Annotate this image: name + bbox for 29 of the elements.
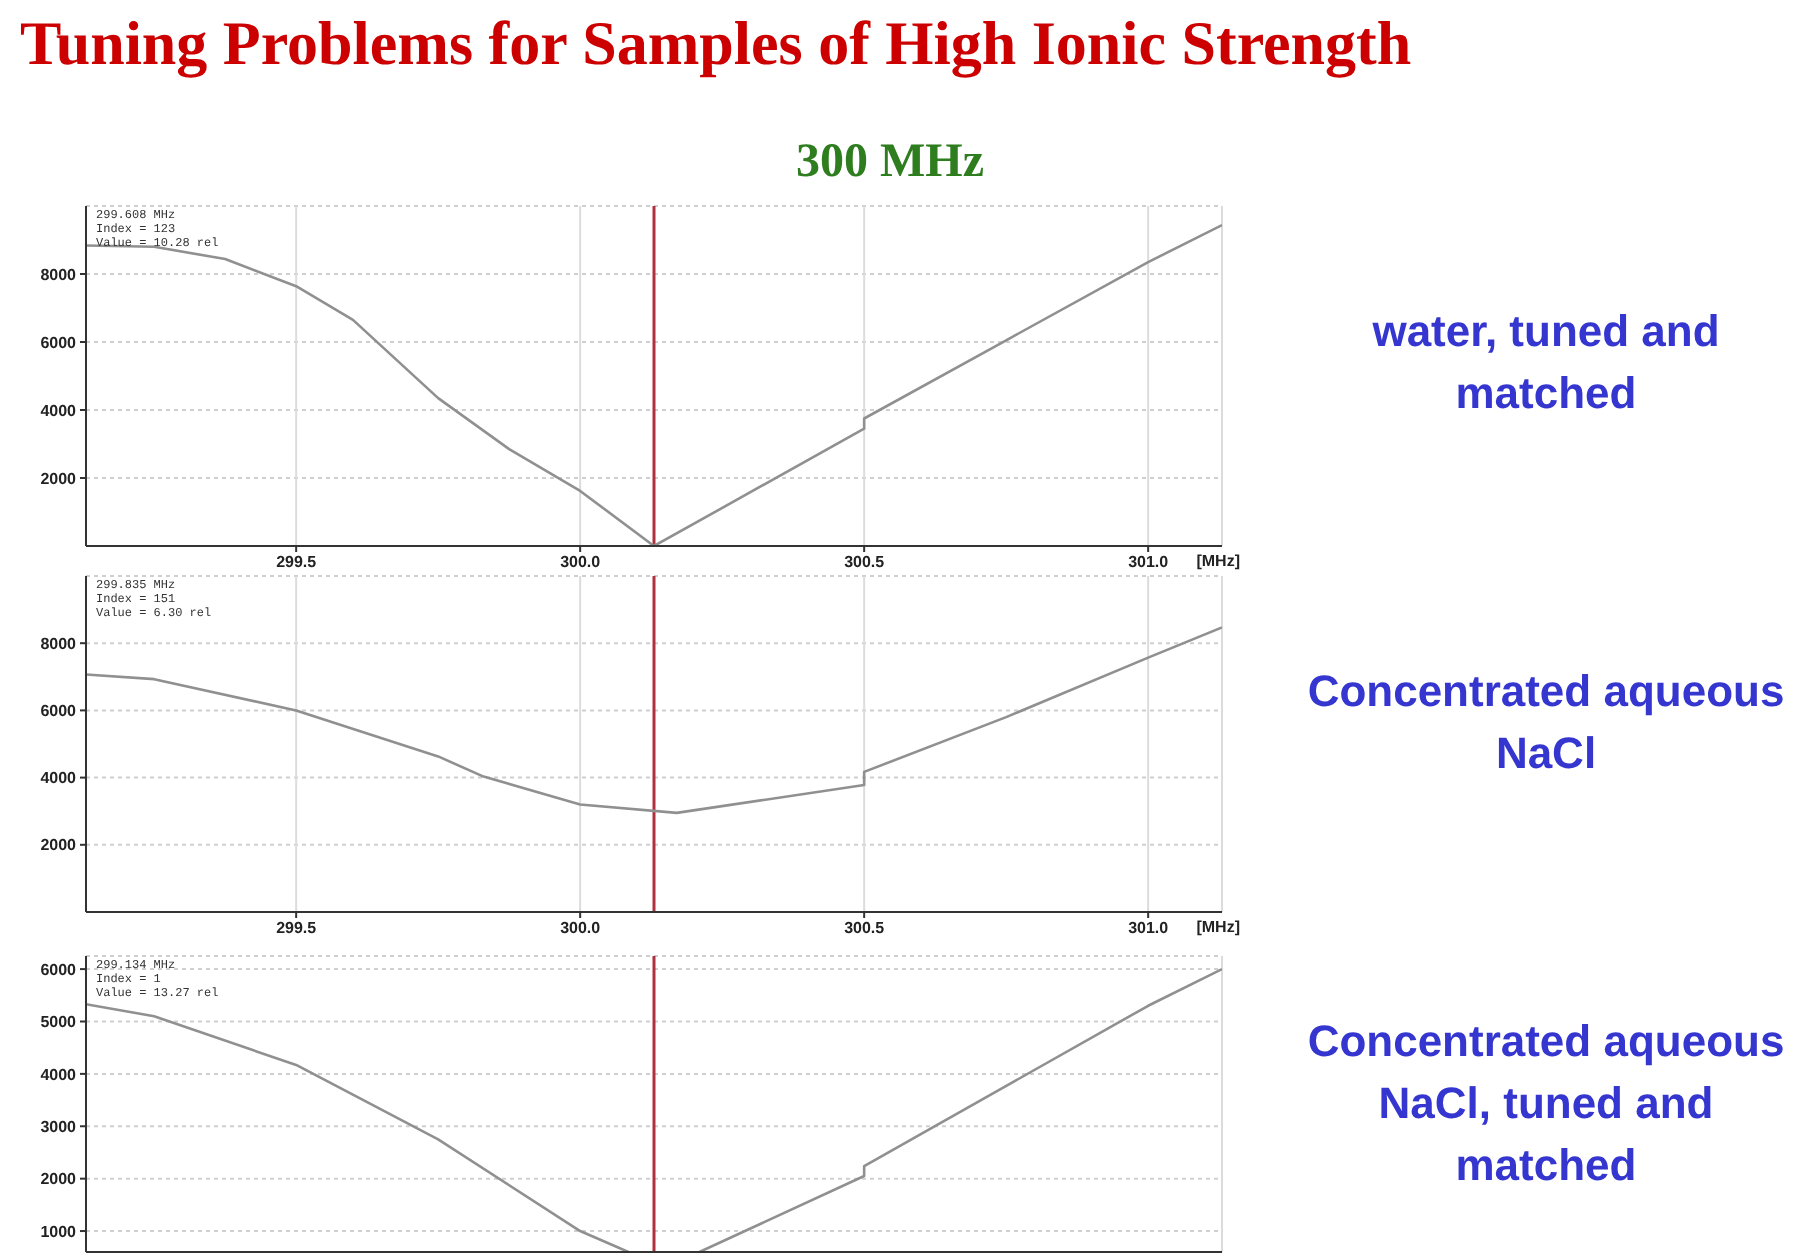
chart-subtitle: 300 MHz xyxy=(794,136,986,190)
x-tick-label: 301.0 xyxy=(1128,553,1170,572)
text: water, tuned and matched xyxy=(1370,304,1722,422)
y-tick-label: 1000 xyxy=(40,1222,78,1241)
text: Concentrated aqueous NaCl, tuned and matched xyxy=(1305,1014,1787,1194)
x-tick-label: 301.0 xyxy=(1128,919,1170,938)
x-tick-label: 300.0 xyxy=(560,919,602,938)
y-tick-label: 6000 xyxy=(40,333,78,352)
x-tick-label: 300.0 xyxy=(560,553,602,572)
y-tick-label: 2000 xyxy=(40,1170,78,1189)
x-axis-title: [MHz] xyxy=(1196,550,1240,572)
chart-title: Tuning Problems for Samples of High Ionic Strength xyxy=(20,8,1412,80)
y-tick-label: 4000 xyxy=(40,401,78,420)
y-tick-label: 2000 xyxy=(40,469,78,488)
x-tick-label: 300.5 xyxy=(844,553,886,572)
x-tick-label: 299.5 xyxy=(276,553,318,572)
y-tick-label: 5000 xyxy=(40,1013,78,1032)
x-tick-label: 300.5 xyxy=(844,919,886,938)
text: Concentrated aqueous NaCl xyxy=(1305,664,1787,782)
y-tick-label: 2000 xyxy=(40,836,78,855)
x-axis-title: [MHz] xyxy=(1196,916,1240,938)
y-tick-label: 8000 xyxy=(40,265,78,284)
y-tick-label: 3000 xyxy=(40,1117,78,1136)
y-tick-label: 6000 xyxy=(40,702,78,721)
x-tick-label: 299.5 xyxy=(276,919,318,938)
y-tick-label: 4000 xyxy=(40,1065,78,1084)
y-tick-label: 6000 xyxy=(40,960,78,979)
y-tick-label: 4000 xyxy=(40,769,78,788)
y-tick-label: 8000 xyxy=(40,634,78,653)
